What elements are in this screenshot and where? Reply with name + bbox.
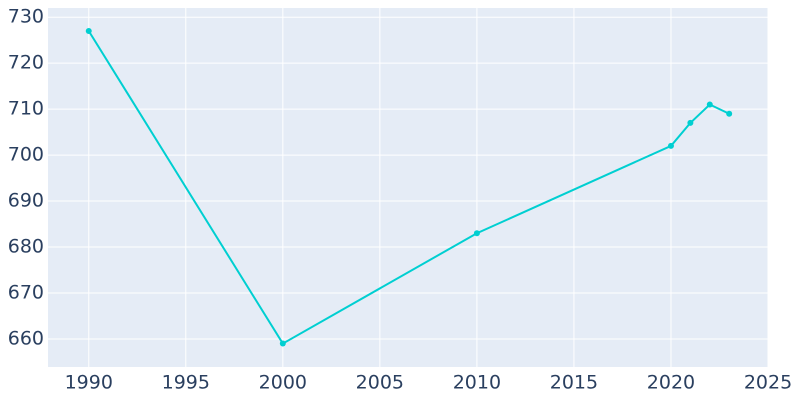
y-tick-label: 710 — [8, 98, 44, 120]
plot-area — [48, 8, 768, 367]
y-tick-label: 690 — [8, 190, 44, 212]
x-tick-label: 2020 — [647, 372, 695, 394]
data-point — [687, 119, 694, 126]
data-point — [706, 101, 713, 108]
x-tick-label: 2010 — [453, 372, 501, 394]
data-point — [726, 110, 733, 117]
y-tick-label: 730 — [8, 6, 44, 28]
data-point — [85, 27, 92, 34]
y-tick-label: 720 — [8, 52, 44, 74]
data-point — [473, 230, 480, 237]
x-tick-label: 2025 — [744, 372, 792, 394]
y-tick-label: 700 — [8, 144, 44, 166]
x-tick-label: 2000 — [259, 372, 307, 394]
y-tick-label: 660 — [8, 327, 44, 349]
data-point — [279, 340, 286, 347]
x-tick-label: 1990 — [65, 372, 113, 394]
x-tick-label: 2015 — [550, 372, 598, 394]
y-tick-label: 680 — [8, 236, 44, 258]
x-tick-label: 1995 — [162, 372, 210, 394]
x-tick-label: 2005 — [356, 372, 404, 394]
data-point — [667, 142, 674, 149]
y-tick-label: 670 — [8, 281, 44, 303]
